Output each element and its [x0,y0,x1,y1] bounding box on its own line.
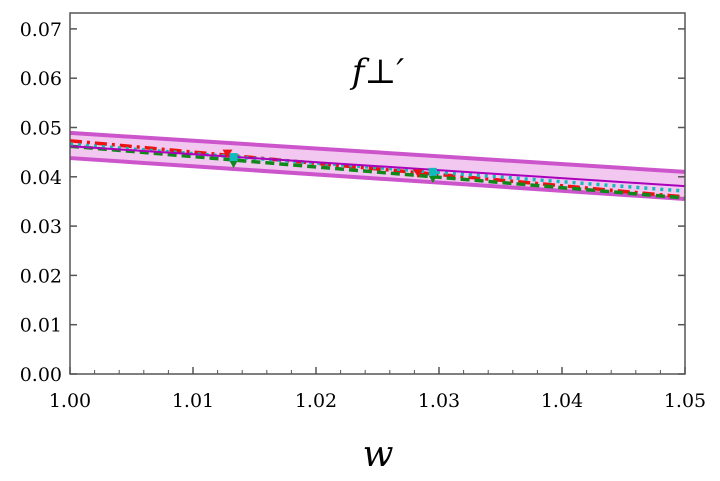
plot-frame [69,12,686,375]
y-tick-label: 0.00 [20,364,62,386]
x-tick-label: 1.01 [172,390,214,412]
series-line-0 [69,139,686,199]
data-point [229,153,238,162]
y-tick-label: 0.02 [20,265,62,287]
x-axis-label: w [363,434,394,475]
y-tick-label: 0.06 [20,68,62,90]
y-tick-label: 0.04 [20,167,62,189]
x-tick-label: 1.03 [418,390,460,412]
x-tick-label: 1.05 [664,390,706,412]
data-point [222,149,233,158]
series-line-2 [69,142,686,193]
chart-title: f⊥′ [349,52,405,92]
data-point [428,175,437,183]
data-point [413,169,424,178]
x-tick-label: 1.02 [295,390,337,412]
band-center [69,145,686,188]
data-point [428,167,437,176]
data-point [229,161,238,169]
y-tick-label: 0.07 [20,19,62,41]
x-tick-label: 1.00 [49,390,91,412]
band-upper [69,130,686,174]
series-line-1 [69,144,686,200]
x-tick-label: 1.04 [541,390,583,412]
y-tick-label: 0.05 [20,118,62,140]
y-tick-label: 0.03 [20,216,62,238]
y-tick-label: 0.01 [20,315,62,337]
band-lower [69,156,686,201]
